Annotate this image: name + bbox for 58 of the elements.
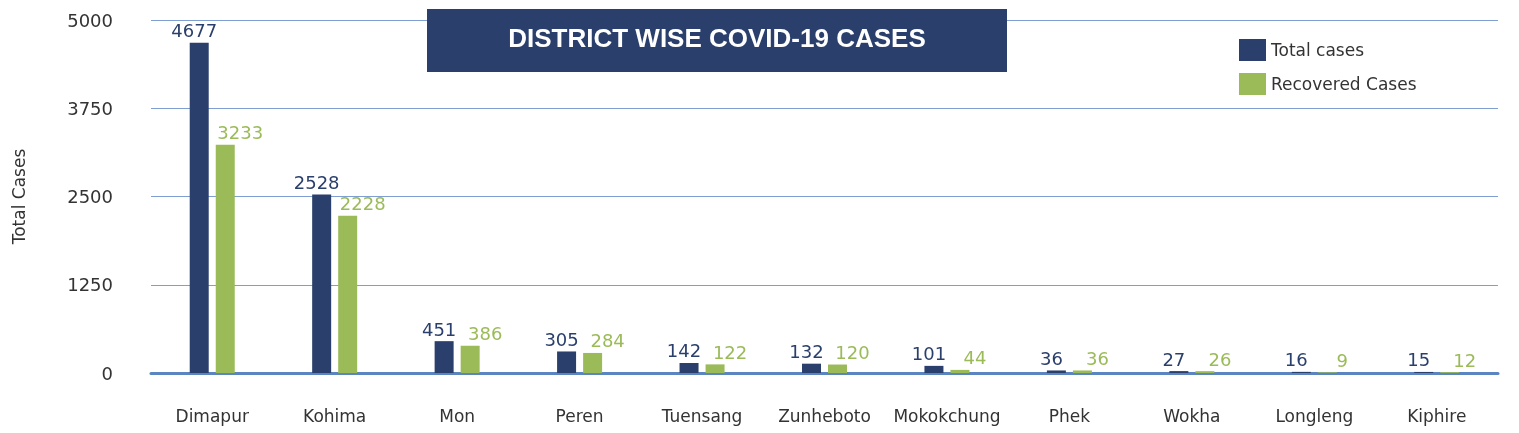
data-label: 2228 [339,193,386,215]
x-tick-label: Kohima [303,405,367,426]
x-tick-label: Wokha [1163,405,1221,426]
bar [801,363,821,373]
y-tick-label: 3750 [67,97,113,119]
x-tick-label: Kiphire [1407,405,1467,426]
y-tick-label: 1250 [67,274,113,296]
x-tick-label: Zunheboto [778,405,871,426]
bar [924,365,944,373]
x-tick-label: Peren [555,405,604,426]
bar [583,352,603,373]
bar [215,144,235,373]
data-label: 2528 [293,172,340,194]
bar [1072,370,1092,373]
y-tick-label: 5000 [67,9,113,31]
bar [705,364,725,373]
legend-label: Recovered Cases [1271,74,1417,94]
data-label: 9 [1336,349,1349,371]
y-tick-label: 2500 [67,186,113,207]
data-label: 120 [835,342,870,364]
data-label: 16 [1284,349,1308,371]
bar [679,362,699,373]
legend-label: Total cases [1270,40,1365,60]
x-tick-label: Phek [1048,405,1091,426]
bar [950,369,970,373]
bar [189,42,209,373]
data-label: 44 [963,347,987,369]
data-label: 451 [421,318,457,340]
x-tick-label: Longleng [1275,405,1354,426]
x-tick-label: Tuensang [660,405,743,426]
bar [460,345,480,373]
data-label: 284 [590,330,625,352]
bar [1046,370,1066,373]
x-tick-label: Mon [439,405,476,426]
data-label: 26 [1208,348,1232,370]
data-label: 12 [1453,349,1477,371]
bar [557,351,577,373]
data-label: 27 [1162,348,1186,370]
data-label: 15 [1407,349,1431,371]
bar [828,364,848,373]
data-label: 36 [1085,347,1109,369]
data-label: 386 [467,323,503,345]
data-label: 3233 [217,122,264,144]
bar [434,341,454,373]
y-axis-title: Total Cases [8,148,29,246]
data-label: 122 [712,341,748,363]
data-label: 4677 [171,20,218,42]
data-label: 132 [789,341,824,363]
data-label: 142 [666,340,702,362]
data-label: 101 [911,343,947,365]
x-tick-label: Mokokchung [893,405,1001,426]
x-tick-label: Dimapur [175,405,249,426]
y-tick-label: 0 [101,362,113,384]
bar [338,215,358,373]
chart-title: DISTRICT WISE COVID-19 CASES [508,23,926,54]
bar [312,194,332,373]
data-label: 36 [1039,347,1063,369]
data-label: 305 [544,328,579,350]
